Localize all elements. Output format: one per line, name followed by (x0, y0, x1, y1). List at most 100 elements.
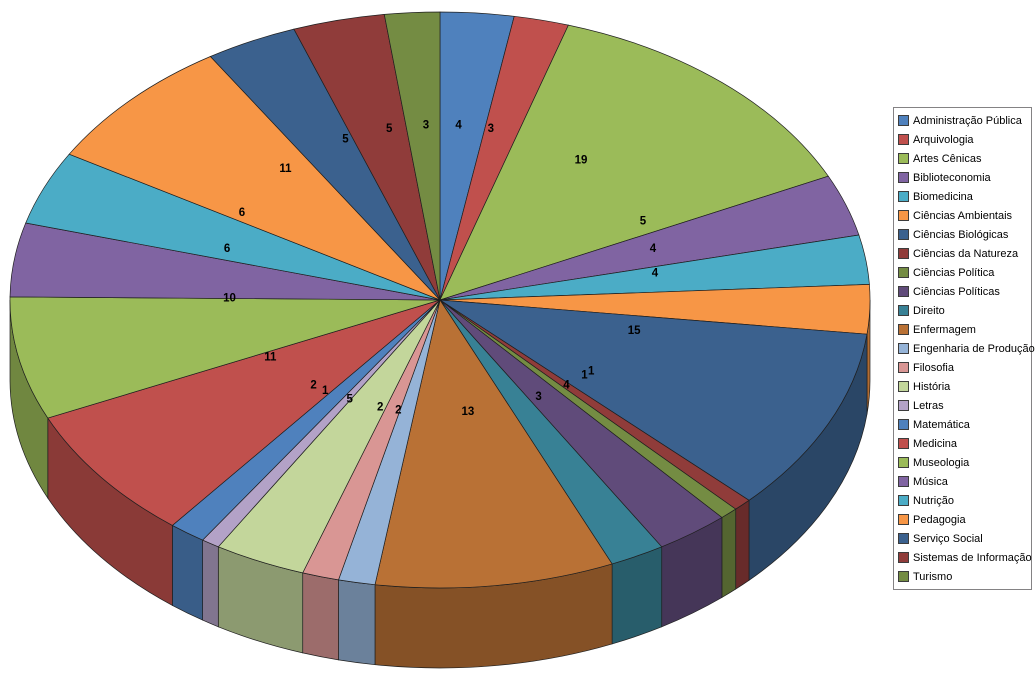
legend-item[interactable]: Artes Cênicas (898, 149, 1029, 168)
legend-item[interactable]: Ciências Biológicas (898, 225, 1029, 244)
pie-slice[interactable]: Artes Cênicas: 19 (439, 24, 829, 301)
chart-legend: Administração Pública Arquivologia Artes C… (893, 107, 1035, 590)
legend-item[interactable]: Direito (898, 301, 1029, 320)
legend-item[interactable]: Letras (898, 396, 1029, 415)
legend-item[interactable]: Biblioteconomia (898, 168, 1029, 187)
legend-label: Matemática (913, 418, 970, 431)
legend-label: Filosofia (913, 361, 954, 374)
legend-label: Museologia (913, 456, 970, 469)
legend-swatch-icon (898, 324, 909, 335)
legend-item[interactable]: Matemática (898, 415, 1029, 434)
legend-item[interactable]: Arquivologia (898, 130, 1029, 149)
legend-swatch-icon (898, 229, 909, 240)
data-label: 6 (224, 243, 230, 255)
legend-swatch-icon (898, 362, 909, 373)
data-label: 1 (581, 370, 588, 382)
data-label: 2 (310, 380, 316, 392)
legend-swatch-icon (898, 514, 909, 525)
legend-swatch-icon (898, 552, 909, 563)
legend-item[interactable]: Ciências Políticas (898, 282, 1029, 301)
legend-label: Administração Pública (913, 114, 1022, 127)
legend-item[interactable]: Pedagogia (898, 510, 1029, 529)
data-label: 3 (535, 391, 541, 403)
legend-item[interactable]: Medicina (898, 434, 1029, 453)
pie-slice[interactable]: Pedagogia: 11 (68, 56, 441, 301)
legend-swatch-icon (898, 495, 909, 506)
data-label: 15 (628, 325, 641, 337)
legend-swatch-icon (898, 438, 909, 449)
legend-label: Turismo (913, 570, 953, 583)
legend-label: Engenharia de Produção (913, 342, 1035, 355)
legend-swatch-icon (898, 286, 909, 297)
legend-label: Pedagogia (913, 513, 966, 526)
legend-swatch-icon (898, 191, 909, 202)
legend-item[interactable]: História (898, 377, 1029, 396)
legend-swatch-icon (898, 305, 909, 316)
pie-slice-side[interactable] (338, 579, 376, 666)
pie-slice[interactable]: Medicina: 11 (47, 299, 441, 526)
legend-swatch-icon (898, 457, 909, 468)
legend-swatch-icon (898, 172, 909, 183)
legend-item[interactable]: Serviço Social (898, 529, 1029, 548)
legend-label: Arquivologia (913, 133, 974, 146)
data-label: 1 (322, 385, 329, 397)
legend-swatch-icon (898, 419, 909, 430)
data-label: 5 (386, 123, 393, 135)
legend-item[interactable]: Enfermagem (898, 320, 1029, 339)
legend-item[interactable]: Biomedicina (898, 187, 1029, 206)
data-label: 5 (346, 394, 353, 406)
pie-slice[interactable]: Ciências Biológicas: 15 (439, 299, 868, 501)
data-label: 10 (223, 292, 236, 304)
data-label: 6 (239, 207, 245, 219)
legend-item[interactable]: Museologia (898, 453, 1029, 472)
legend-label: Biblioteconomia (913, 171, 991, 184)
legend-label: Sistemas de Informação (913, 551, 1032, 564)
legend-label: Medicina (913, 437, 958, 450)
legend-item[interactable]: Turismo (898, 567, 1029, 586)
legend-swatch-icon (898, 476, 909, 487)
legend-swatch-icon (898, 267, 909, 278)
legend-label: Biomedicina (913, 190, 973, 203)
legend-swatch-icon (898, 210, 909, 221)
data-label: 1 (588, 365, 595, 377)
legend-item[interactable]: Engenharia de Produção (898, 339, 1035, 358)
legend-label: Ciências Política (913, 266, 995, 279)
pie-slice-side[interactable] (735, 499, 750, 590)
pie-slice-side[interactable] (172, 524, 203, 621)
legend-swatch-icon (898, 381, 909, 392)
legend-label: Ciências Políticas (913, 285, 1000, 298)
legend-item[interactable]: Administração Pública (898, 111, 1029, 130)
data-label: 19 (575, 154, 588, 166)
legend-item[interactable]: Ciências Política (898, 263, 1029, 282)
legend-label: Artes Cênicas (913, 152, 982, 165)
legend-swatch-icon (898, 248, 909, 259)
legend-item[interactable]: Nutrição (898, 491, 1029, 510)
pie-chart: Administração Pública: 4Arquivologia: 3A… (9, 11, 871, 669)
legend-item[interactable]: Música (898, 472, 1029, 491)
pie-slice-side[interactable] (202, 539, 219, 628)
legend-swatch-icon (898, 115, 909, 126)
pie-slice-side[interactable] (721, 508, 737, 599)
legend-label: Ciências Ambientais (913, 209, 1013, 222)
data-label: 11 (279, 163, 292, 175)
data-label: 4 (455, 120, 462, 132)
legend-label: Ciências Biológicas (913, 228, 1009, 241)
legend-label: Letras (913, 399, 944, 412)
legend-swatch-icon (898, 153, 909, 164)
data-label: 4 (563, 380, 570, 392)
pie-slice[interactable]: Museologia: 10 (9, 296, 441, 419)
pie-slice[interactable]: Turismo: 3 (383, 11, 441, 301)
legend-swatch-icon (898, 533, 909, 544)
legend-item[interactable]: Sistemas de Informação (898, 548, 1032, 567)
pie-slice-side[interactable] (302, 572, 339, 661)
legend-label: Ciências da Natureza (913, 247, 1019, 260)
legend-item[interactable]: Ciências Ambientais (898, 206, 1029, 225)
data-label: 5 (640, 216, 647, 228)
legend-item[interactable]: Ciências da Natureza (898, 244, 1029, 263)
legend-item[interactable]: Filosofia (898, 358, 1029, 377)
pie-slice[interactable]: Enfermagem: 13 (374, 299, 613, 589)
legend-swatch-icon (898, 134, 909, 145)
legend-swatch-icon (898, 343, 909, 354)
legend-swatch-icon (898, 400, 909, 411)
